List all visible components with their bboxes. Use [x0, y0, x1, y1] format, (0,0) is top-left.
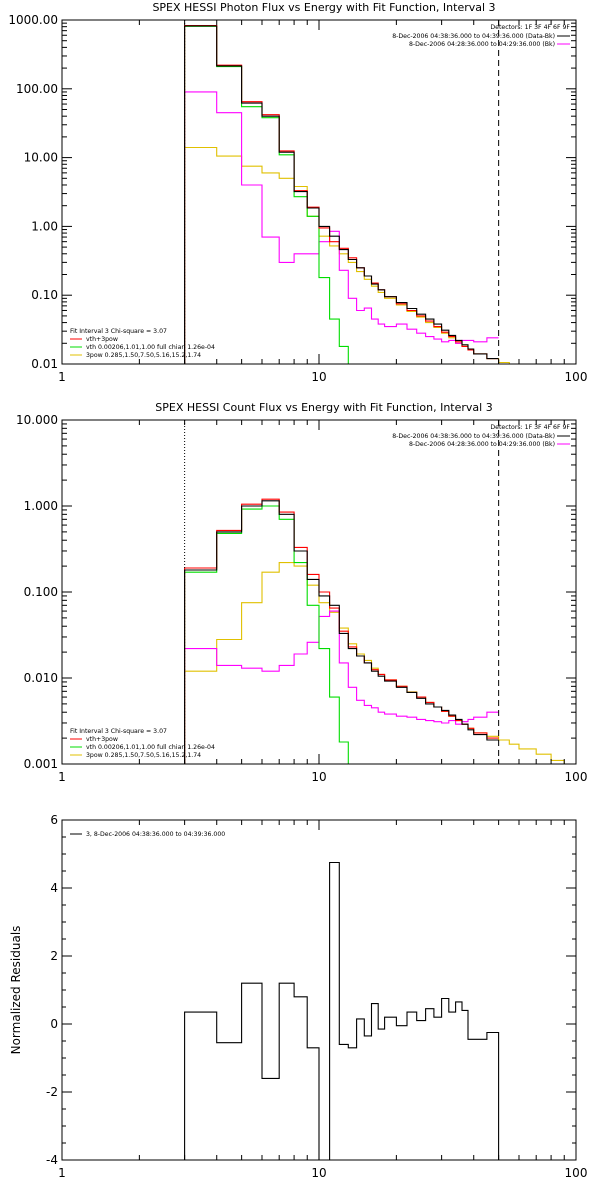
photon-series-data [184, 25, 499, 364]
count-y-tick-label: 0.100 [24, 585, 58, 599]
count-legend-bk-interval: 8-Dec-2006 04:28:36.000 to 04:29:36.000 … [409, 441, 555, 448]
photon-y-tick-label: 100.00 [16, 82, 58, 96]
count-y-tick-label: 0.010 [24, 671, 58, 685]
count-series-background [184, 610, 499, 764]
residual-legend: 3, 8-Dec-2006 04:38:36.000 to 04:39:36.0… [70, 831, 225, 838]
residual-legend-label: 3, 8-Dec-2006 04:38:36.000 to 04:39:36.0… [86, 831, 225, 838]
photon-legend-data-interval: 8-Dec-2006 04:38:36.000 to 04:39:36.000 … [392, 33, 555, 40]
residual-curves [184, 861, 500, 1160]
photon-legend-bpow-label: 3pow 0.285,1.50,7.50,5.16,15.2,1.74 [86, 352, 201, 359]
residual-y-tick-label: 4 [50, 881, 58, 895]
residual-x-tick-label: 1 [58, 1166, 66, 1180]
residual-x-tick-label: 100 [565, 1166, 588, 1180]
photon-y-tick-label: 10.00 [24, 151, 58, 165]
photon-x-tick-label: 10 [311, 370, 326, 384]
count-y-tick-label: 10.000 [16, 413, 58, 427]
count-range-markers [184, 420, 500, 764]
photon-y-tick-label: 0.01 [31, 357, 58, 371]
count-x-tick-label: 100 [565, 770, 588, 784]
residual-y-tick-label: -4 [46, 1153, 58, 1167]
count-legend-right: Detectors: 1F 3F 4F 6F 9F 8-Dec-2006 04:… [392, 424, 570, 448]
count-legend-left: Fit Interval 3 Chi-square = 3.07 vth+3po… [70, 728, 215, 759]
residuals-panel: 1 10 100 -4 -2 0 2 4 6 Normalized Residuals 3, 8… [9, 813, 587, 1180]
count-x-tick-label: 1 [58, 770, 66, 784]
residual-y-tick-label: 0 [50, 1017, 58, 1031]
photon-range-markers [184, 20, 500, 364]
photon-axes: 1 10 100 0.01 0.10 1.00 10.00 100.00 1000.00 [8, 13, 587, 384]
photon-flux-panel: SPEX HESSI Photon Flux vs Energy with Fi… [8, 1, 587, 384]
residual-x-tick-label: 10 [311, 1166, 326, 1180]
photon-series-vth [184, 25, 357, 364]
count-x-tick-label: 10 [311, 770, 326, 784]
count-flux-panel: SPEX HESSI Count Flux vs Energy with Fit… [16, 401, 587, 784]
photon-legend-detectors: Detectors: 1F 3F 4F 6F 9F [490, 24, 570, 31]
residual-axes: 1 10 100 -4 -2 0 2 4 6 [46, 813, 587, 1180]
residual-series-data [184, 861, 500, 1160]
count-chart-title: SPEX HESSI Count Flux vs Energy with Fit… [155, 401, 492, 414]
photon-y-tick-label: 0.10 [31, 288, 58, 302]
residual-y-tick-label: -2 [46, 1085, 58, 1099]
count-y-tick-label: 1.000 [24, 499, 58, 513]
photon-chart-title: SPEX HESSI Photon Flux vs Energy with Fi… [152, 1, 495, 14]
residual-y-tick-label: 2 [50, 949, 58, 963]
count-legend-bpow-label: 3pow 0.285,1.50,7.50,5.16,15.2,1.74 [86, 752, 201, 759]
count-legend-vth-label: vth 0.00206,1.01,1.00 full chian 1.26e-0… [86, 744, 215, 751]
photon-legend-left: Fit Interval 3 Chi-square = 3.07 vth+3po… [70, 328, 215, 359]
count-legend-detectors: Detectors: 1F 3F 4F 6F 9F [490, 424, 570, 431]
count-y-tick-label: 0.001 [24, 757, 58, 771]
photon-x-tick-label: 1 [58, 370, 66, 384]
photon-legend-bk-interval: 8-Dec-2006 04:28:36.000 to 04:29:36.000 … [409, 41, 555, 48]
count-legend-data-interval: 8-Dec-2006 04:38:36.000 to 04:39:36.000 … [392, 433, 555, 440]
photon-x-tick-label: 100 [565, 370, 588, 384]
photon-curves [184, 25, 519, 364]
count-curves [184, 498, 576, 764]
residual-y-axis-label: Normalized Residuals [9, 926, 23, 1055]
photon-legend-total-label: vth+3pow [86, 336, 118, 343]
count-legend-fit-interval: Fit Interval 3 Chi-square = 3.07 [70, 728, 167, 735]
count-series-data [184, 500, 499, 764]
photon-legend-fit-interval: Fit Interval 3 Chi-square = 3.07 [70, 328, 167, 335]
count-series-vth [184, 505, 357, 764]
residual-y-tick-label: 6 [50, 813, 58, 827]
count-legend-total-label: vth+3pow [86, 736, 118, 743]
photon-legend-right: Detectors: 1F 3F 4F 6F 9F 8-Dec-2006 04:… [392, 24, 570, 48]
photon-legend-vth-label: vth 0.00206,1.01,1.00 full chian 1.26e-0… [86, 344, 215, 351]
photon-y-tick-label: 1.00 [31, 219, 58, 233]
photon-y-tick-label: 1000.00 [8, 13, 58, 27]
count-axes: 1 10 100 0.001 0.010 0.100 1.000 10.000 [16, 413, 587, 784]
